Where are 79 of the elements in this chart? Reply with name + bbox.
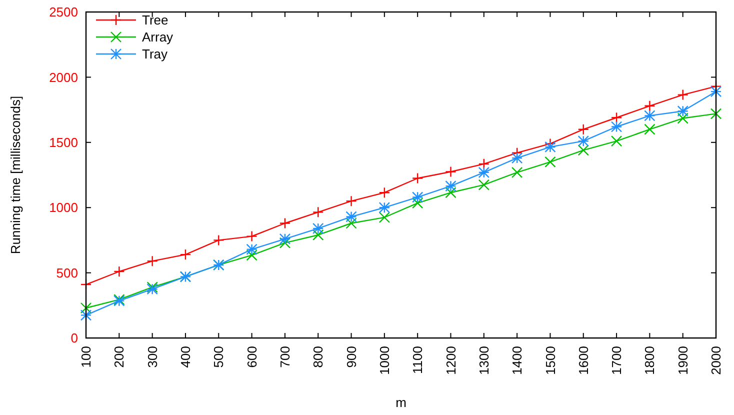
y-tick-label: 2500 xyxy=(49,4,78,20)
point xyxy=(511,166,523,178)
point xyxy=(312,229,324,241)
legend-label: Tray xyxy=(142,46,168,62)
x-tick-label: 1000 xyxy=(376,346,392,375)
point xyxy=(544,156,556,168)
x-tick-label: 1900 xyxy=(675,346,690,375)
point xyxy=(412,197,424,209)
point xyxy=(346,195,357,207)
point xyxy=(378,202,390,214)
x-tick-label: 100 xyxy=(78,346,94,368)
x-tick-label: 1400 xyxy=(510,346,525,375)
point xyxy=(578,135,589,147)
point xyxy=(610,112,622,124)
point xyxy=(279,237,291,248)
point xyxy=(710,108,722,120)
point xyxy=(378,187,390,198)
point xyxy=(378,212,390,223)
point xyxy=(710,86,722,98)
point xyxy=(346,218,357,229)
point xyxy=(180,248,192,260)
point xyxy=(246,230,258,242)
x-tick-label: 700 xyxy=(277,346,292,368)
point xyxy=(478,158,490,170)
x-tick-label: 1800 xyxy=(642,346,658,375)
legend-label: Tree xyxy=(142,12,168,28)
y-tick-label: 1000 xyxy=(49,200,78,216)
x-tick-label: 300 xyxy=(144,346,160,368)
point xyxy=(445,187,456,198)
point xyxy=(677,89,688,100)
point xyxy=(445,166,456,178)
x-tick-label: 1700 xyxy=(609,346,624,375)
point xyxy=(412,192,424,203)
point xyxy=(677,112,688,124)
y-tick-label: 500 xyxy=(56,265,78,280)
point xyxy=(644,100,656,112)
legend-label: Array xyxy=(142,30,174,45)
point xyxy=(578,144,589,156)
point xyxy=(445,180,456,192)
point xyxy=(279,218,291,229)
point xyxy=(213,234,224,246)
point xyxy=(114,266,125,278)
point xyxy=(610,135,622,147)
point xyxy=(610,121,622,132)
point xyxy=(346,211,357,222)
y-axis-title: Running time [milliseconds] xyxy=(8,96,23,254)
y-tick-label: 0 xyxy=(70,330,78,346)
point xyxy=(80,310,92,321)
point xyxy=(146,255,158,267)
y-tick-label: 1500 xyxy=(49,134,78,150)
x-tick-label: 800 xyxy=(310,346,326,368)
x-tick-label: 200 xyxy=(112,346,127,368)
point xyxy=(644,110,656,122)
point xyxy=(246,250,258,261)
x-axis-title: m xyxy=(396,395,406,410)
point xyxy=(279,233,291,244)
point xyxy=(80,302,92,314)
x-tick-label: 900 xyxy=(344,346,359,368)
x-tick-label: 1600 xyxy=(576,346,591,375)
x-tick-label: 1300 xyxy=(476,346,492,375)
point xyxy=(544,141,556,153)
x-tick-label: 1500 xyxy=(542,346,558,375)
point xyxy=(312,206,324,218)
point xyxy=(578,124,589,135)
point xyxy=(511,152,523,164)
point xyxy=(412,172,424,184)
point xyxy=(677,106,688,117)
x-tick-label: 2000 xyxy=(708,346,724,375)
x-tick-label: 1200 xyxy=(443,346,458,375)
x-tick-label: 600 xyxy=(244,346,260,368)
x-tick-label: 1100 xyxy=(410,346,426,374)
x-tick-label: 500 xyxy=(211,346,226,368)
point xyxy=(478,166,490,178)
point xyxy=(478,179,490,190)
x-tick-label: 400 xyxy=(178,346,194,368)
point xyxy=(644,124,656,135)
point xyxy=(312,222,324,234)
y-tick-label: 2000 xyxy=(49,70,78,85)
point xyxy=(246,244,258,255)
